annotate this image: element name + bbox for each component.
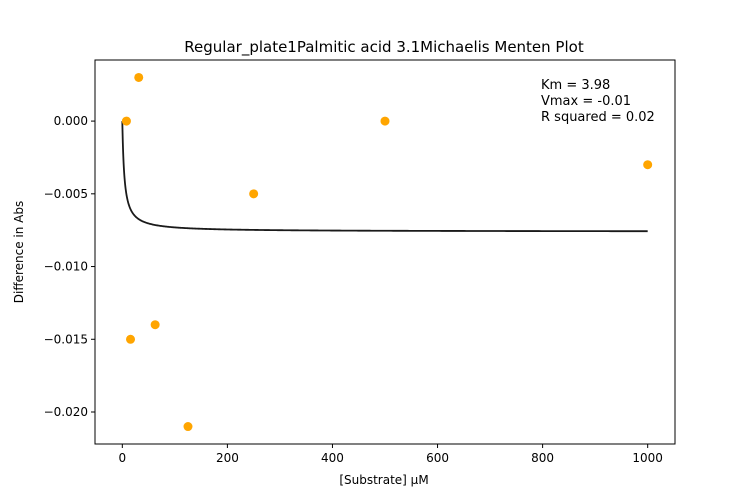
y-axis: 0.000 −0.005 −0.010 −0.015 −0.020: [44, 114, 95, 419]
data-point: [150, 320, 160, 330]
annotation-r-squared: R squared = 0.02: [541, 110, 655, 125]
annotation-vmax: Vmax = -0.01: [541, 94, 631, 109]
x-tick-label: 1000: [632, 451, 663, 465]
y-tick-label: −0.015: [44, 332, 88, 346]
x-tick-label: 400: [321, 451, 344, 465]
data-point: [380, 116, 390, 126]
plot-frame: [94, 59, 676, 445]
data-point: [183, 422, 193, 432]
data-point: [134, 72, 144, 82]
y-tick-label: 0.000: [54, 114, 88, 128]
x-axis-label: [Substrate] µM: [339, 473, 428, 487]
fit-layer: [121, 121, 648, 233]
x-tick-label: 600: [426, 451, 449, 465]
plot-area: [94, 59, 676, 445]
y-tick-label: −0.010: [44, 260, 88, 274]
x-tick-label: 200: [216, 451, 239, 465]
x-tick-label: 800: [531, 451, 554, 465]
x-axis: 0 200 400 600 800 1000: [118, 444, 663, 465]
fit-curve: [121, 121, 648, 233]
y-tick-label: −0.020: [44, 405, 88, 419]
data-point: [643, 160, 653, 170]
data-point: [249, 189, 259, 199]
chart-title: Regular_plate1Palmitic acid 3.1Michaelis…: [184, 38, 584, 57]
data-point: [126, 334, 136, 344]
points-layer: [121, 72, 653, 432]
annotation-km: Km = 3.98: [541, 78, 610, 93]
fit-annotation: Km = 3.98 Vmax = -0.01 R squared = 0.02: [541, 78, 655, 125]
y-axis-label: Difference in Abs: [12, 201, 26, 304]
x-tick-label: 0: [118, 451, 126, 465]
data-point: [121, 116, 131, 126]
y-tick-label: −0.005: [44, 187, 88, 201]
